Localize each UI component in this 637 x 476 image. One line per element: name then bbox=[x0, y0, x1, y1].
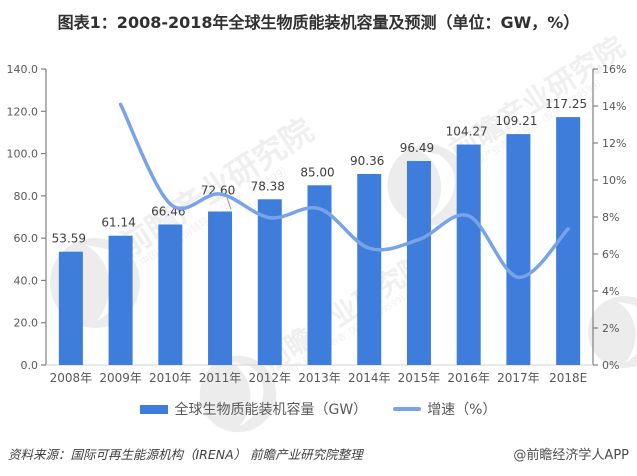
legend: 全球生物质能装机容量（GW） 增速（%） bbox=[0, 398, 637, 420]
bar-2009年 bbox=[108, 235, 133, 365]
x-axis-label: 2018E bbox=[549, 371, 587, 385]
bar-2015年 bbox=[406, 160, 431, 365]
right-axis-tick-label: 0% bbox=[602, 359, 619, 372]
footer: 资料来源：国际可再生能源机构（IRENA） 前瞻产业研究院整理 @前瞻经济学人A… bbox=[8, 444, 629, 463]
x-axis-label: 2015年 bbox=[398, 371, 441, 385]
growth-line bbox=[118, 102, 570, 280]
legend-bar-swatch bbox=[140, 404, 169, 414]
watermark-logo bbox=[199, 355, 277, 433]
right-axis-tick-label: 2% bbox=[602, 322, 619, 335]
footer-credit: @前瞻经济学人APP bbox=[513, 448, 629, 463]
legend-growth-label: 增速（%） bbox=[427, 402, 497, 418]
x-axis-label: 2017年 bbox=[497, 371, 540, 385]
bar-value-label: 117.25 bbox=[545, 97, 587, 111]
bar-value-label: 61.14 bbox=[101, 216, 135, 230]
bar-2016年 bbox=[456, 144, 481, 365]
x-axis-label: 2013年 bbox=[298, 371, 341, 385]
bar-value-label: 72.60 bbox=[201, 184, 235, 198]
bar-2012年 bbox=[257, 199, 282, 365]
bar-2017年 bbox=[506, 134, 531, 365]
left-axis-tick-label: 0.0 bbox=[21, 359, 39, 372]
x-axis-label: 2008年 bbox=[50, 371, 93, 385]
right-axis-tick-label: 12% bbox=[602, 137, 626, 150]
x-axis-label: 2016年 bbox=[447, 371, 490, 385]
legend-item-capacity: 全球生物质能装机容量（GW） bbox=[140, 399, 367, 419]
bar-value-label: 66.46 bbox=[151, 204, 185, 218]
left-axis-tick-label: 120.0 bbox=[7, 105, 39, 118]
right-axis-tick-label: 14% bbox=[602, 100, 626, 113]
right-axis-tick-label: 16% bbox=[602, 63, 626, 76]
right-axis-tick-label: 8% bbox=[602, 211, 619, 224]
label-leader-line bbox=[226, 197, 232, 210]
left-axis-tick-label: 60.0 bbox=[14, 232, 39, 245]
svg-text:前瞻产业研究院: 前瞻产业研究院 bbox=[256, 247, 433, 377]
bar-2008年 bbox=[58, 251, 83, 365]
legend-item-growth: 增速（%） bbox=[393, 399, 497, 419]
legend-capacity-label: 全球生物质能装机容量（GW） bbox=[174, 402, 368, 418]
left-axis-tick-label: 20.0 bbox=[14, 317, 39, 330]
left-axis-tick-label: 100.0 bbox=[7, 148, 39, 161]
bar-value-label: 78.38 bbox=[251, 179, 285, 193]
bar-2013年 bbox=[307, 185, 332, 365]
bar-value-label: 109.21 bbox=[495, 114, 537, 128]
x-axis-label: 2009年 bbox=[99, 371, 142, 385]
bar-value-label: 104.27 bbox=[446, 125, 488, 139]
left-axis-tick-label: 80.0 bbox=[14, 190, 39, 203]
x-axis-label: 2011年 bbox=[199, 371, 242, 385]
left-axis-tick-label: 140.0 bbox=[7, 63, 39, 76]
watermark-logo bbox=[588, 296, 637, 368]
right-axis-tick-label: 10% bbox=[602, 174, 626, 187]
left-axis-tick-label: 40.0 bbox=[14, 274, 39, 287]
bar-2011年 bbox=[208, 211, 233, 365]
x-axis-label: 2012年 bbox=[248, 371, 291, 385]
page-title: 图表1：2008-2018年全球生物质能装机容量及预测（单位：GW，%） bbox=[57, 13, 580, 32]
bar-2014年 bbox=[357, 173, 382, 365]
bar-2010年 bbox=[158, 224, 183, 365]
footer-source: 资料来源：国际可再生能源机构（IRENA） 前瞻产业研究院整理 bbox=[8, 447, 363, 462]
x-axis-label: 2014年 bbox=[348, 371, 391, 385]
bar-value-label: 53.59 bbox=[52, 232, 86, 246]
legend-line-swatch bbox=[393, 407, 422, 411]
right-axis-tick-label: 4% bbox=[602, 285, 619, 298]
bar-value-label: 96.49 bbox=[400, 141, 434, 155]
bar-value-label: 90.36 bbox=[350, 154, 384, 168]
x-axis-label: 2010年 bbox=[149, 371, 192, 385]
bar-value-label: 85.00 bbox=[300, 165, 334, 179]
right-axis-tick-label: 6% bbox=[602, 248, 619, 261]
